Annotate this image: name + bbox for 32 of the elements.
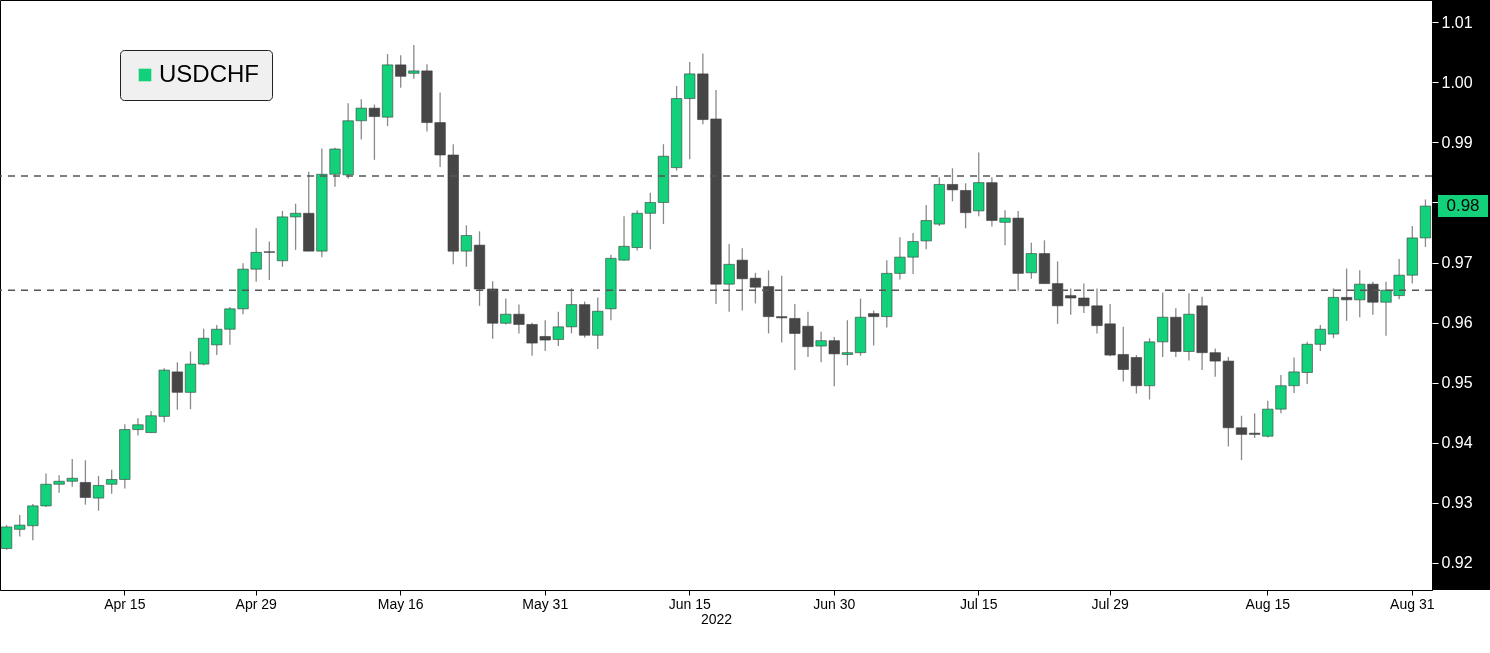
x-axis-title: 2022 [700,610,733,627]
y-tick-label: 0.93 [1441,494,1473,512]
candlestick [946,167,959,202]
candlestick [79,459,91,506]
y-tick-label: 0.97 [1441,254,1473,272]
y-tick-label: 1.00 [1441,73,1473,91]
y-tick-label: 0.95 [1441,374,1473,392]
x-tick-label: Jun 15 [668,595,711,612]
x-tick-label: Jun 30 [813,595,856,612]
candlestick [1052,260,1064,325]
y-tick-label: 0.92 [1441,554,1473,572]
candlestick [92,475,105,512]
x-tick-label: Jul 15 [960,595,998,612]
candlestick [368,103,380,161]
candlestick [565,287,578,335]
x-tick-label: Jul 29 [1091,595,1130,612]
y-tick-label: 1.01 [1441,13,1473,31]
candlestick [1235,415,1248,461]
candlestick [1,524,13,551]
x-tick-label: Aug 15 [1245,595,1291,612]
y-tick-label: 0.94 [1441,434,1473,452]
x-tick-label: Apr 29 [235,595,278,612]
text: 0.98 [1446,196,1480,216]
candlestick [776,275,788,344]
legend-label: USDCHF [159,60,259,87]
y-tick-label: 0.99 [1441,133,1473,151]
x-tick-label: May 31 [522,595,569,612]
x-tick-label: May 16 [377,595,424,612]
x-tick-label: Apr 15 [104,595,146,612]
x-tick-label: Aug 31 [1390,595,1435,612]
y-tick-label: 0.96 [1441,314,1473,332]
candlestick [749,272,761,305]
